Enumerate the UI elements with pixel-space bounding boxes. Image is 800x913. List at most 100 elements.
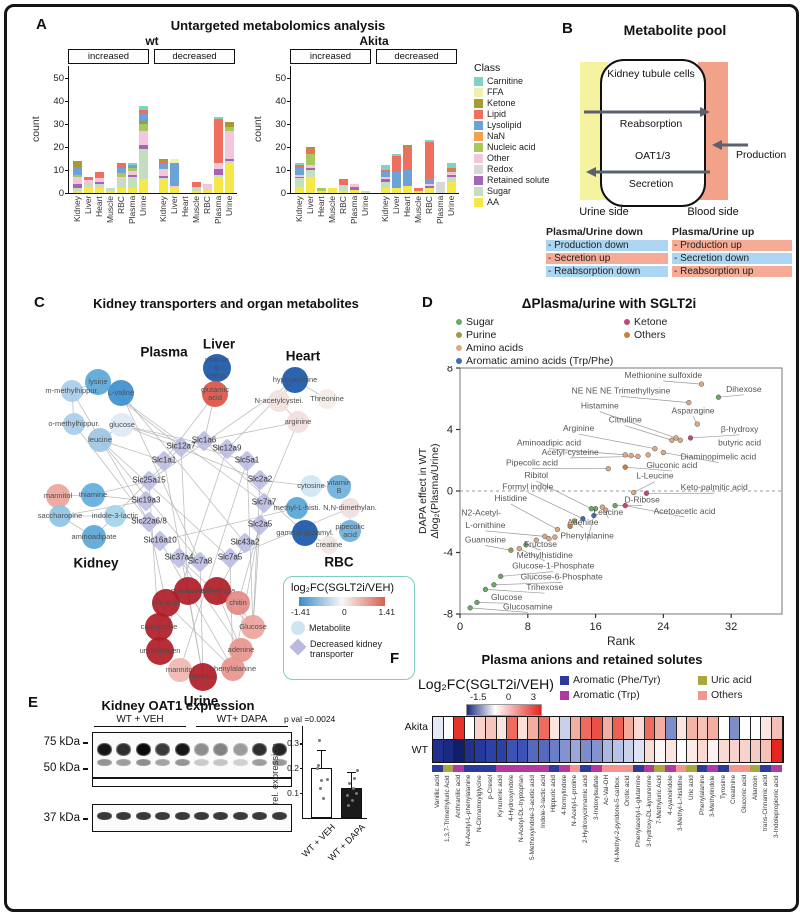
y-tick-label: 30 [42, 119, 64, 130]
x-category-label: Kidney [72, 196, 83, 248]
transporter-glyph [290, 639, 307, 656]
point-annotation: Guanosine [465, 535, 506, 545]
point-annotation: Trihexose [526, 582, 563, 592]
scatter-point [491, 582, 496, 587]
bar-stack [414, 188, 423, 193]
transporter-label: Slc2a5 [248, 520, 272, 529]
x-category-label: RBC [424, 196, 435, 248]
metabolite-label: vitamin B comp. [205, 356, 229, 380]
scatter-point [636, 454, 641, 459]
x-category-label: Heart [180, 196, 191, 248]
heatmap-col-label: 3-Methyl-L-histidine [677, 775, 688, 903]
bar-stack [95, 172, 104, 193]
legend-metabolite: Metabolite [291, 621, 407, 635]
point-annotation: Phenylalanine [560, 531, 614, 541]
category-cell [633, 765, 644, 772]
heatmap-col-label: 4-formylindole [561, 775, 572, 903]
facet-header: decreased [154, 49, 235, 64]
point-annotation: Histidine [495, 493, 528, 503]
heatmap-col-label: Orotic acid [624, 775, 635, 903]
marker-tick [83, 768, 88, 770]
bar-segment [414, 191, 423, 193]
point-annotation: Dihexose [726, 384, 762, 394]
bar-segment [403, 186, 412, 193]
heatmap-col-label: 4-cyanoindole [667, 775, 678, 903]
scatter-point [555, 527, 560, 532]
class-legend-item: Lipid [474, 109, 538, 119]
heatmap-cell [497, 717, 508, 739]
scatter-point [699, 382, 704, 387]
transporter-label: Slc5a1 [235, 456, 259, 465]
data-dot [346, 794, 349, 797]
cat-swatch [560, 676, 569, 685]
heatmap-cell [497, 740, 508, 762]
category-cell [771, 765, 782, 772]
heatmap-cell [708, 717, 719, 739]
loading-band [116, 812, 131, 820]
heatmap-cell [475, 740, 486, 762]
data-dot [326, 778, 329, 781]
facet-header: increased [290, 49, 371, 64]
heatmap-cell [571, 717, 582, 739]
transporter-label: Slc1a1 [152, 456, 176, 465]
heatmap-cell [539, 740, 550, 762]
point-annotation: Gluconic acid [646, 460, 697, 470]
bar-segment [225, 163, 234, 193]
panel-d: D ΔPlasma/urine with SGLT2i Sugar Purine A… [414, 290, 794, 648]
heatmap-cell [444, 717, 455, 739]
category-cell [527, 765, 538, 772]
oat-label: OAT1/3 [635, 150, 670, 162]
scatter-point [623, 452, 628, 457]
bar-stack [73, 161, 82, 193]
y-tick [65, 147, 68, 148]
bar-segment [214, 119, 223, 163]
cat-legend-item: Aromatic (Trp) [560, 689, 688, 701]
bar-segment [95, 188, 104, 193]
category-cell [432, 765, 443, 772]
x-category-label: Heart [316, 196, 327, 248]
fc-ticks: -1.41 0 1.41 [291, 607, 395, 617]
legend-dot [624, 319, 630, 325]
loading-band [233, 812, 248, 820]
point-annotation: butyric acid [718, 438, 761, 448]
bar-segment [295, 187, 304, 193]
metabolite-label: indole-3-lactic [92, 512, 138, 520]
svg-text:24: 24 [657, 621, 669, 633]
chart-subtitle: wt [68, 34, 236, 48]
bar-segment [117, 188, 126, 193]
y-tick-label: 50 [264, 73, 286, 84]
x-category-label: Kidney [294, 196, 305, 248]
lane-group-label: WT+ DAPA [196, 714, 288, 727]
down-row: - Production down [546, 240, 668, 251]
heatmap-cell [528, 740, 539, 762]
point-annotation: β-hydroxy [721, 424, 759, 434]
class-legend-title: Class [474, 62, 538, 74]
marker-label: 75 kDa [28, 736, 80, 748]
category-cell [506, 765, 517, 772]
heatmap-cell [740, 717, 751, 739]
heatmap-col-label: Tyrosine [720, 775, 731, 903]
bar-segment [84, 187, 93, 193]
cb-tick: 0 [506, 692, 511, 703]
metabolite-label: L-valine [108, 389, 134, 397]
heatmap-col-label: p-Cresol [487, 775, 498, 903]
heatmap-col-label: N-Acetyl-L-proline [571, 775, 582, 903]
cb-tick: 3 [531, 692, 536, 703]
transporter-label: Slc43a2 [231, 538, 260, 547]
bar-stack [350, 184, 359, 193]
secretion-label: Secretion [602, 178, 700, 190]
blot-box-divider [92, 778, 292, 787]
class-swatch [474, 99, 483, 108]
heatmap-cell [550, 740, 561, 762]
svg-text:4: 4 [447, 424, 453, 436]
bar-y-dash [300, 768, 303, 769]
marker-tick [83, 742, 88, 744]
bar-stack [381, 165, 390, 193]
x-category-label: Plasma [213, 196, 224, 248]
heatmap-col-label: Kynurenic acid [497, 775, 508, 903]
bar-segment [436, 182, 445, 194]
heatmap-cell [708, 740, 719, 762]
heatmap-col-label: N-Acetyl-DL-tryptophan [518, 775, 529, 903]
heatmap-cell [454, 717, 465, 739]
loading-band [175, 812, 190, 820]
